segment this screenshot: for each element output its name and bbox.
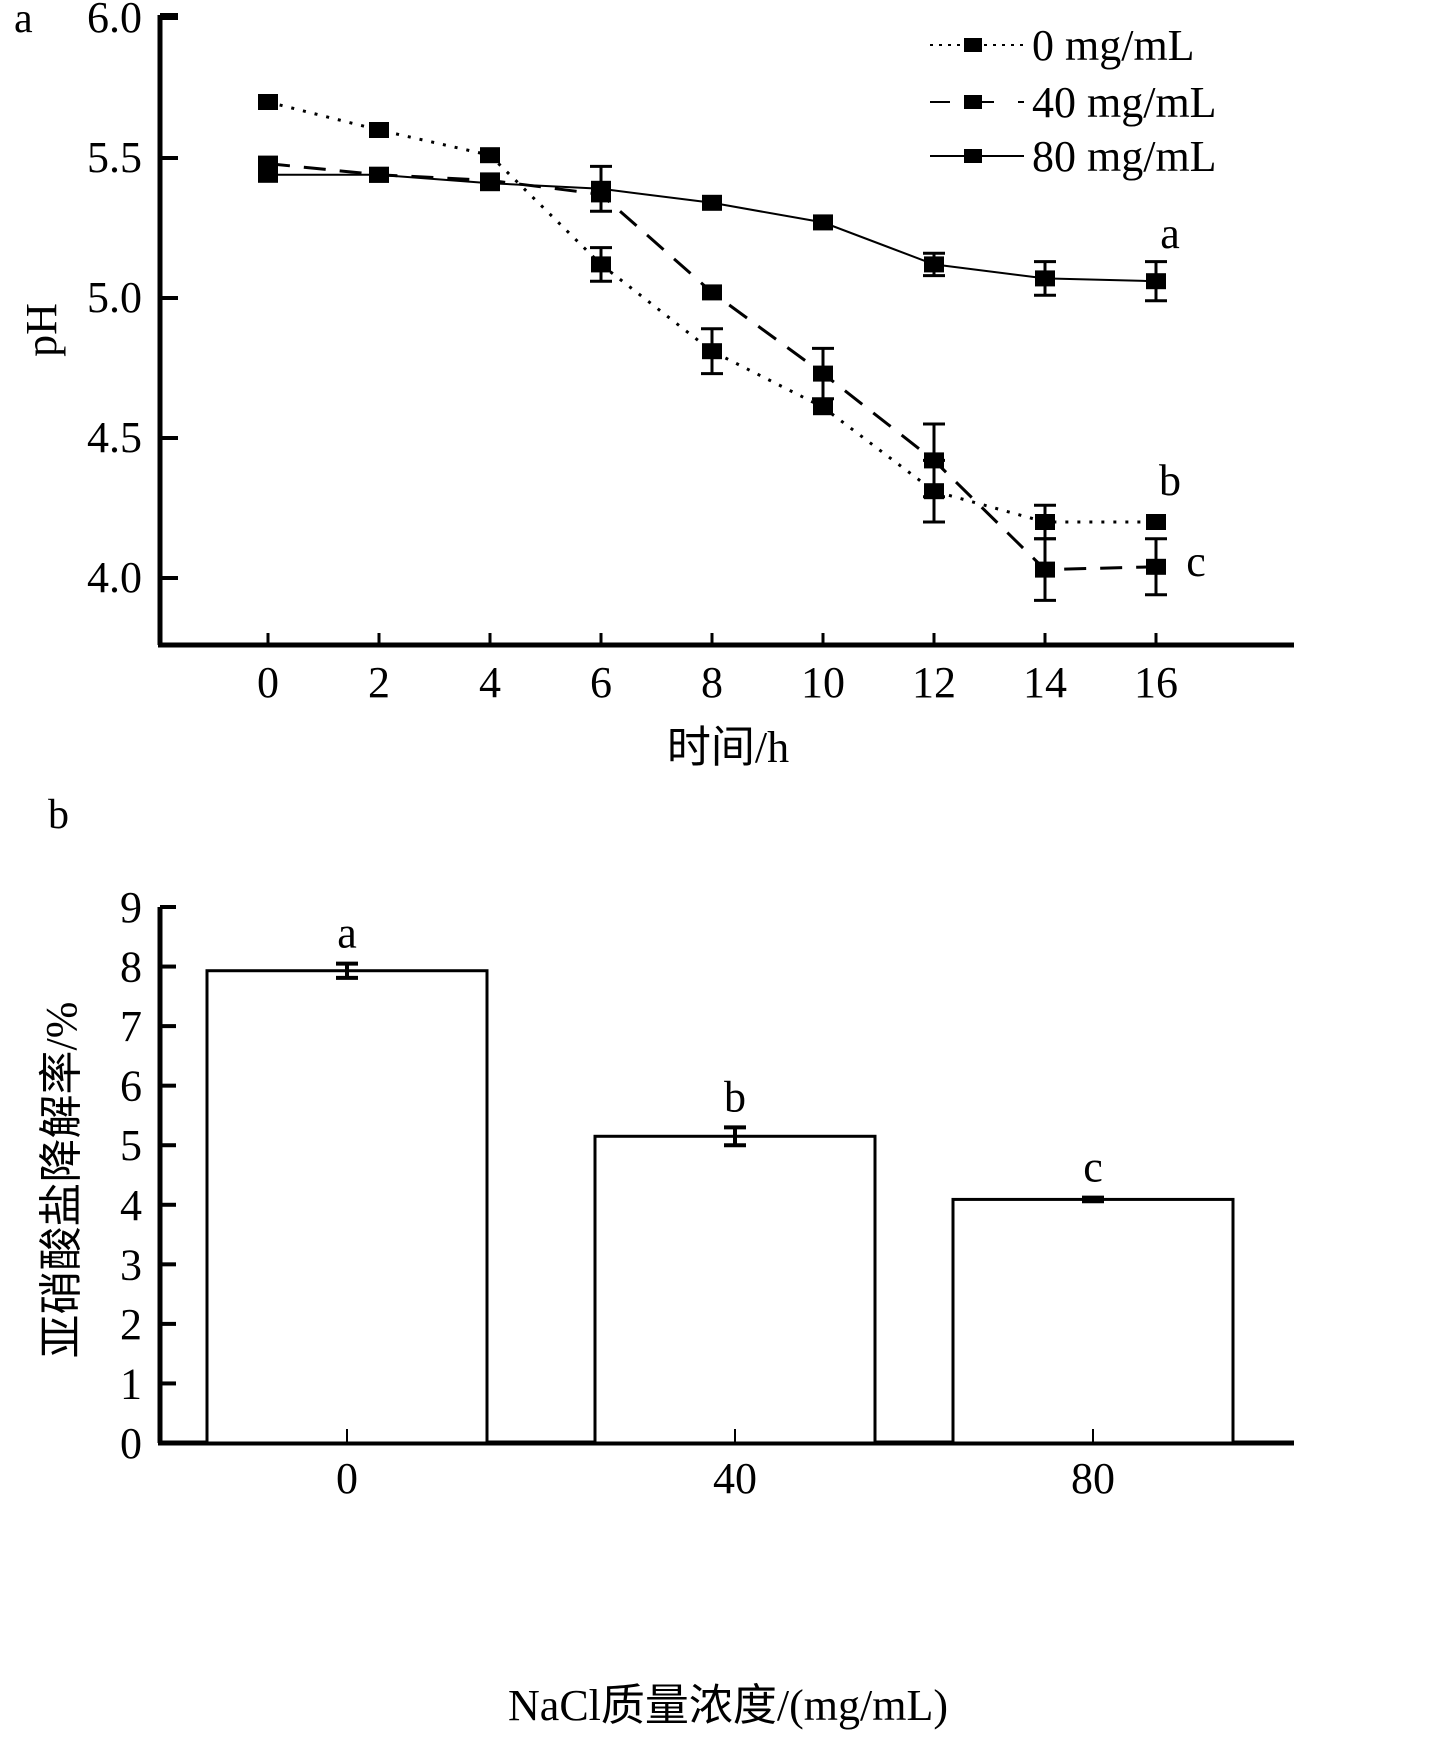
data-point-square <box>924 256 944 273</box>
error-bar <box>1082 1195 1104 1204</box>
panel-a-annotations: a bc <box>1159 209 1206 586</box>
panel-b-y-tick-label: 2 <box>120 1300 142 1349</box>
series-line <box>268 173 1157 283</box>
panel-b-label: b <box>48 792 69 838</box>
panel-b-y-tick-label: 7 <box>120 1002 142 1051</box>
panel-b-y-tick-label: 1 <box>120 1359 142 1408</box>
data-point-square <box>1035 270 1055 287</box>
panel-b-y-ticks: 0 1 2 3 4 5 6 7 8 9 <box>120 883 176 1468</box>
data-point-square <box>1146 558 1166 575</box>
panel-a-x-tick-label: 2 <box>368 658 390 707</box>
series-40-mg-mL <box>258 155 1167 602</box>
data-point-square <box>813 399 833 416</box>
data-point-square <box>702 284 722 301</box>
panel-a-x-axis-title: 时间/h <box>667 723 789 772</box>
panel-b-y-tick-label: 3 <box>120 1240 142 1289</box>
error-bar <box>724 1125 746 1148</box>
panel-a-y-tick-label: 6.0 <box>87 0 142 42</box>
legend-marker-square <box>964 149 982 163</box>
panel-b-x-tick-label: 0 <box>336 1454 358 1503</box>
bar <box>593 1134 877 1445</box>
panel-a-x-tick-label: 8 <box>701 658 723 707</box>
data-point-square <box>702 343 722 360</box>
panel-a-x-tick-label: 0 <box>257 658 279 707</box>
data-point-square <box>1146 273 1166 290</box>
panel-a-x-tick-label: 14 <box>1023 658 1067 707</box>
panel-a-y-tick-label: 4.0 <box>87 553 142 602</box>
panel-b-bar-chart: b 0 1 2 3 4 5 6 7 8 9 a b c 0 40 80 亚硝酸盐降解率/% NaCl质量浓… <box>37 792 1294 1730</box>
panel-a-y-axis-title: pH <box>17 303 66 357</box>
panel-a-x-tick-label: 4 <box>479 658 501 707</box>
panel-a-series <box>258 94 1167 602</box>
panel-a-legend: 0 mg/mL 40 mg/mL 80 mg/mL <box>930 21 1217 181</box>
bar-group-40: b <box>593 1072 877 1445</box>
panel-a-x-tick-label: 12 <box>912 658 956 707</box>
data-point-square <box>258 94 278 110</box>
panel-b-x-ticks: 0 40 80 <box>336 1429 1115 1503</box>
panel-a-label: a <box>14 0 33 42</box>
data-point-square <box>702 194 722 211</box>
data-point-square <box>813 214 833 231</box>
significance-label: a <box>1160 209 1180 258</box>
series-0-mg-mL <box>258 94 1166 541</box>
panel-a-x-tick-label: 10 <box>801 658 845 707</box>
data-point-square <box>369 166 389 183</box>
panel-b-x-tick-label: 80 <box>1071 1454 1115 1503</box>
panel-b-y-tick-label: 0 <box>120 1419 142 1468</box>
error-bar <box>336 961 358 980</box>
legend-label: 80 mg/mL <box>1032 132 1217 181</box>
legend-item: 80 mg/mL <box>930 132 1217 181</box>
panel-a-x-ticks: 0 2 4 6 8 10 12 14 16 <box>257 633 1178 707</box>
data-point-square <box>480 147 500 164</box>
panel-a-ph-chart: a 4.04.55.05.56.0 0 2 4 6 8 10 12 14 16 pH 时间/h … <box>14 0 1294 772</box>
data-point-square <box>813 365 833 382</box>
data-point-square <box>924 452 944 469</box>
panel-a-x-tick-label: 16 <box>1134 658 1178 707</box>
data-point-square <box>1146 514 1166 530</box>
data-point-square <box>1035 561 1055 578</box>
legend-item: 0 mg/mL <box>930 21 1195 70</box>
panel-b-y-tick-label: 8 <box>120 943 142 992</box>
legend-item: 40 mg/mL <box>930 78 1217 127</box>
panel-b-y-tick-label: 9 <box>120 883 142 932</box>
bar <box>951 1197 1235 1445</box>
significance-label: a <box>337 909 357 958</box>
legend-label: 0 mg/mL <box>1032 21 1195 70</box>
significance-label: b <box>1159 456 1181 505</box>
legend-marker-square <box>964 38 982 52</box>
panel-b-x-tick-label: 40 <box>713 1454 757 1503</box>
panel-b-bars: a b c <box>205 909 1235 1445</box>
significance-label: c <box>1186 537 1206 586</box>
panel-a-x-tick-label: 6 <box>590 658 612 707</box>
panel-b-y-axis-title: 亚硝酸盐降解率/% <box>37 1002 86 1359</box>
panel-a-axes <box>157 13 1294 648</box>
data-point-square <box>1035 514 1055 530</box>
series-line <box>267 100 1156 524</box>
panel-b-y-tick-label: 6 <box>120 1062 142 1111</box>
data-point-square <box>591 180 611 197</box>
bar-group-80: c <box>951 1143 1235 1445</box>
legend-marker-square <box>964 95 982 109</box>
bar <box>205 969 489 1445</box>
data-point-square <box>591 256 611 273</box>
panel-a-y-ticks: 4.0 4.5 5.0 5.5 6.0 <box>87 0 178 602</box>
panel-b-y-tick-label: 4 <box>120 1181 142 1230</box>
data-point-square <box>480 175 500 192</box>
panel-b-y-tick-label: 5 <box>120 1121 142 1170</box>
panel-a-y-tick-label: 5.5 <box>87 133 142 182</box>
significance-label: c <box>1083 1143 1103 1192</box>
panel-a-y-tick-label: 4.5 <box>87 413 142 462</box>
panel-a-y-tick-label: 5.0 <box>87 273 142 322</box>
data-point-square <box>258 166 278 183</box>
series-80-mg-mL <box>258 164 1167 303</box>
bar-group-0: a <box>205 909 489 1445</box>
legend-label: 40 mg/mL <box>1032 78 1217 127</box>
panel-b-x-axis-title: NaCl质量浓度/(mg/mL) <box>508 1681 948 1730</box>
significance-label: b <box>724 1072 746 1121</box>
data-point-square <box>369 122 389 138</box>
